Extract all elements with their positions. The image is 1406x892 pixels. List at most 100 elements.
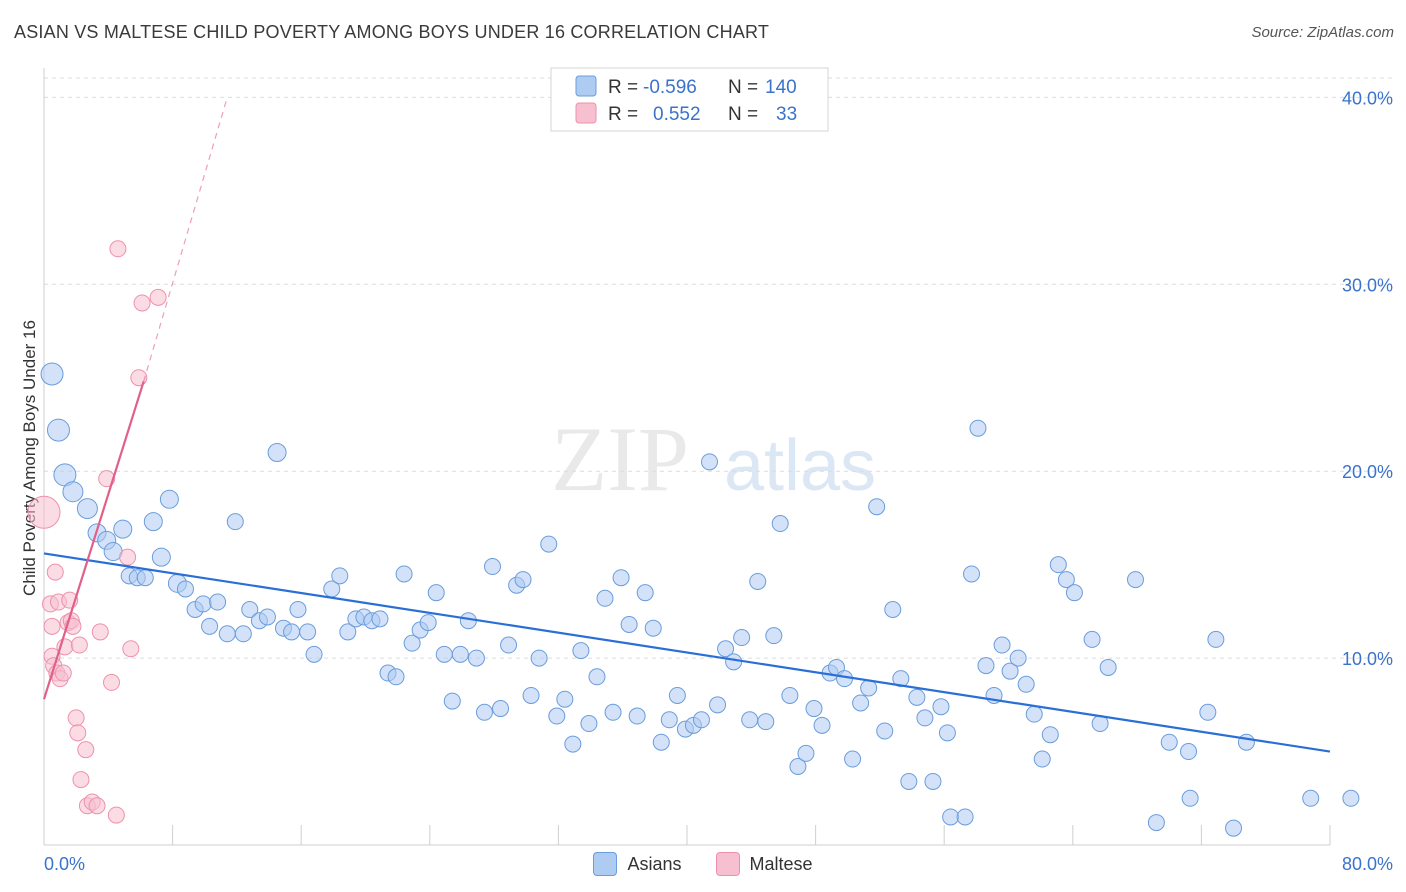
asian-point-68: [604, 703, 622, 721]
asian-point-111: [942, 808, 960, 826]
axes: [43, 68, 1331, 846]
maltese-point-25: [103, 673, 121, 691]
y-tick-label-20: 20.0%: [1342, 462, 1393, 482]
asian-point-86: [749, 572, 767, 590]
legend-label-asians: Asians: [627, 853, 682, 874]
asian-point-58: [522, 686, 540, 704]
asian-point-102: [876, 722, 894, 740]
asian-point-106: [908, 688, 926, 706]
asian-point-21: [218, 625, 236, 643]
stats-n-value-maltese: 33: [776, 104, 797, 125]
asian-point-109: [932, 698, 950, 716]
asian-point-19: [201, 617, 219, 635]
asian-point-136: [1207, 630, 1225, 648]
asian-point-90: [781, 686, 799, 704]
asian-point-105: [900, 772, 918, 790]
asian-point-23: [234, 625, 252, 643]
maltese-point-22: [88, 797, 106, 815]
maltese-point-17: [70, 636, 88, 654]
maltese-point-9: [54, 664, 72, 682]
legend-label-maltese: Maltese: [749, 853, 813, 874]
asian-point-85: [741, 711, 759, 729]
asian-point-114: [969, 419, 987, 437]
maltese-point-23: [91, 623, 109, 641]
watermark-atlas: atlas: [724, 426, 876, 506]
asian-point-39: [371, 610, 389, 628]
asian-point-16: [176, 580, 194, 598]
asian-point-26: [258, 608, 276, 626]
asian-point-0: [40, 362, 64, 386]
source-credit: Source: ZipAtlas.com: [1251, 24, 1394, 41]
stats-r-value-maltese: 0.552: [653, 104, 701, 125]
legend-item-asians[interactable]: Asians: [593, 852, 682, 876]
stats-n-label-asians: N =: [728, 77, 758, 98]
asian-point-125: [1057, 571, 1075, 589]
asian-point-18: [194, 595, 212, 613]
asian-point-94: [813, 716, 831, 734]
x-tick-label-min: 0.0%: [44, 854, 85, 874]
asian-point-45: [419, 614, 437, 632]
asian-point-41: [387, 668, 405, 686]
maltese-trend-extension: [143, 97, 228, 382]
maltese-point-28: [119, 548, 137, 566]
maltese-point-0: [27, 495, 61, 529]
asian-point-133: [1181, 789, 1199, 807]
asian-point-70: [620, 615, 638, 633]
asian-point-98: [844, 750, 862, 768]
maltese-point-26: [107, 806, 125, 824]
asian-point-99: [852, 694, 870, 712]
asian-point-129: [1099, 658, 1117, 676]
asian-point-140: [1342, 789, 1360, 807]
asian-point-103: [884, 601, 902, 618]
stats-r-label-maltese: R =: [608, 104, 638, 125]
maltese-point-27: [109, 240, 127, 258]
asian-point-61: [548, 707, 566, 725]
asian-point-47: [435, 645, 453, 663]
maltese-point-5: [46, 563, 64, 581]
asian-point-123: [1041, 726, 1059, 744]
legend-swatch-maltese: [715, 852, 740, 876]
asian-point-30: [289, 601, 307, 618]
asian-point-46: [427, 584, 445, 602]
asian-point-52: [475, 703, 493, 721]
asian-point-55: [500, 636, 518, 654]
asian-points: [40, 362, 1360, 837]
asian-point-71: [628, 707, 646, 725]
asian-point-13: [151, 547, 171, 567]
asian-point-131: [1147, 814, 1165, 832]
asian-point-27: [267, 443, 287, 462]
stats-n-label-maltese: N =: [728, 104, 758, 125]
maltese-point-16: [69, 724, 87, 742]
asian-point-20: [209, 593, 227, 611]
gridlines: [44, 77, 1395, 659]
legend-swatch-asians: [593, 852, 618, 876]
asian-point-115: [977, 657, 995, 675]
asian-point-101: [868, 498, 886, 516]
asian-point-82: [717, 640, 735, 658]
maltese-point-15: [67, 709, 85, 727]
asian-point-124: [1049, 556, 1067, 574]
maltese-point-29: [122, 640, 140, 658]
maltese-point-2: [43, 617, 61, 635]
asian-point-34: [331, 567, 349, 585]
asian-point-63: [564, 735, 582, 753]
asian-point-104: [892, 670, 910, 688]
asian-point-65: [580, 715, 598, 733]
asian-point-117: [993, 636, 1011, 654]
asian-point-119: [1009, 649, 1027, 667]
asian-point-8: [113, 519, 133, 539]
legend-item-maltese[interactable]: Maltese: [715, 852, 813, 876]
asian-point-139: [1302, 789, 1320, 807]
asian-point-87: [757, 713, 775, 731]
asian-point-35: [339, 623, 357, 641]
asian-point-24: [241, 601, 259, 618]
asian-point-69: [612, 569, 630, 587]
trend-lines: [42, 97, 1331, 753]
asian-point-121: [1025, 705, 1043, 723]
asian-point-57: [514, 571, 532, 589]
asian-point-130: [1126, 571, 1144, 589]
asian-point-32: [305, 645, 323, 663]
asian-point-62: [556, 690, 574, 708]
asian-point-1: [46, 418, 70, 442]
asian-point-108: [924, 772, 942, 790]
